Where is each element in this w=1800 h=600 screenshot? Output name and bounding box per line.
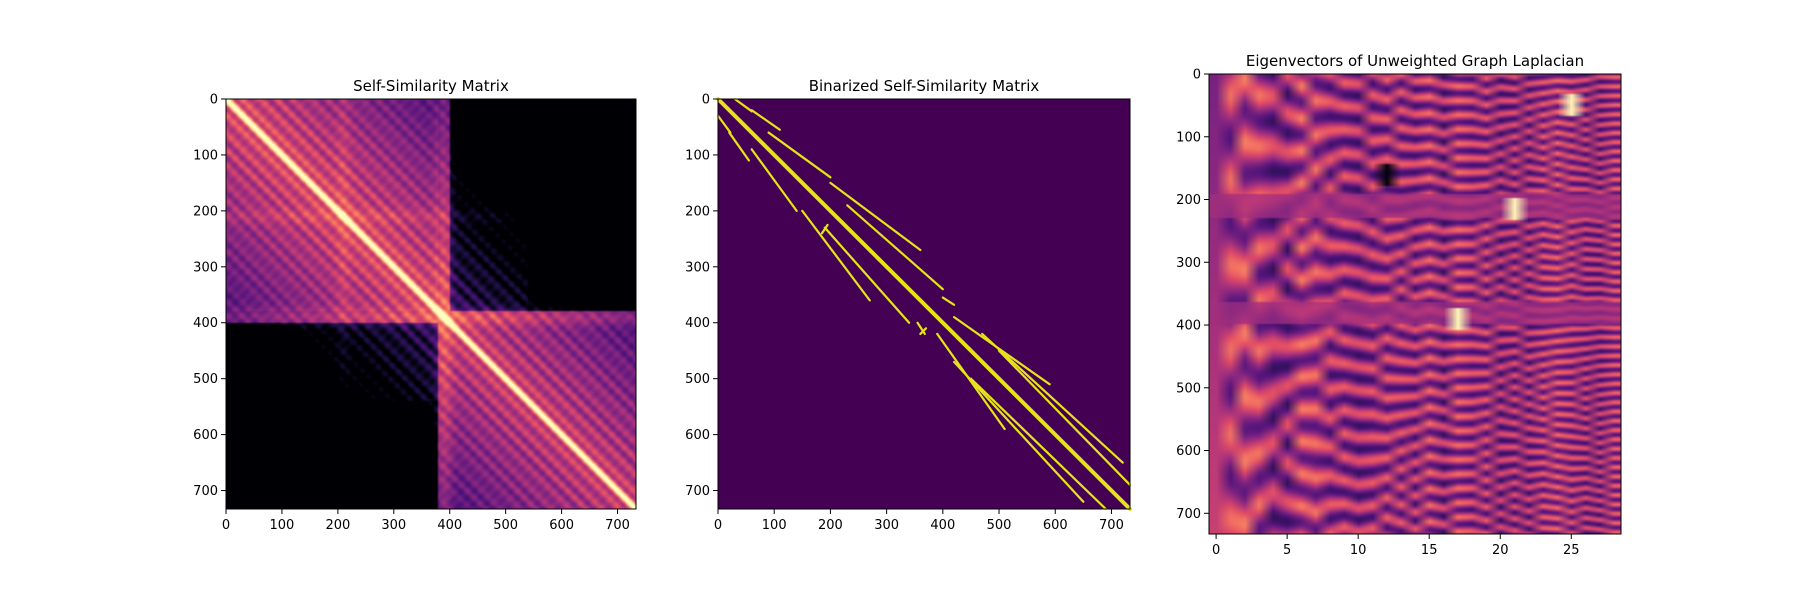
y-tick-label: 400: [1176, 319, 1201, 334]
x-tick-label: 10: [1350, 543, 1367, 558]
y-tick-label: 500: [193, 372, 218, 387]
x-tick-label: 300: [874, 518, 899, 533]
binarized-segment: [820, 223, 829, 235]
y-tick-label: 700: [1176, 507, 1201, 522]
eigenvectors-frame: [1208, 73, 1622, 535]
x-tick-label: 0: [222, 518, 230, 533]
x-tick-label: 600: [549, 518, 574, 533]
x-tick-label: 500: [987, 518, 1012, 533]
x-tick-label: 300: [381, 518, 406, 533]
y-tick-label: 200: [685, 204, 710, 219]
y-tick-label: 500: [1176, 381, 1201, 396]
x-tick-label: 100: [762, 518, 787, 533]
binarized-segment: [969, 377, 1107, 511]
binarized-segment: [801, 209, 871, 302]
binarized-segment: [829, 181, 922, 252]
x-tick-label: 200: [818, 518, 843, 533]
binarized-segment: [952, 360, 1085, 503]
binarized-segment: [823, 226, 911, 324]
y-tick-label: 200: [193, 204, 218, 219]
y-tick-label: 600: [685, 428, 710, 443]
x-tick-label: 100: [270, 518, 295, 533]
x-tick-label: 500: [493, 518, 518, 533]
x-tick-label: 600: [1043, 518, 1068, 533]
y-tick-label: 700: [193, 484, 218, 499]
eigenvectors-title: Eigenvectors of Unweighted Graph Laplaci…: [1246, 52, 1584, 70]
eigenvectors-y-axis: 0 100 200 300 400 500 600 700: [1176, 68, 1209, 522]
y-tick-label: 100: [685, 148, 710, 163]
y-tick-label: 400: [685, 316, 710, 331]
binarized-heatmap: [716, 97, 1132, 511]
x-tick-label: 700: [605, 518, 630, 533]
eigenvectors-heatmap: [1209, 74, 1621, 534]
self-similarity-panel: Self-Similarity Matrix 0 100 200 300 400 500 6…: [193, 77, 637, 533]
y-tick-label: 300: [685, 260, 710, 275]
binarized-segment: [997, 349, 1132, 487]
heatmap-image: [226, 99, 636, 509]
binarized-segment: [773, 179, 798, 212]
binarized-segment: [981, 332, 1124, 464]
self-similarity-y-axis: 0 100 200 300 400 500 600 700: [193, 93, 226, 499]
x-tick-label: 200: [325, 518, 350, 533]
y-tick-label: 300: [1176, 256, 1201, 271]
y-tick-label: 300: [193, 260, 218, 275]
binarized-segment: [750, 148, 776, 182]
self-similarity-x-axis: 0 100 200 300 400 500 600 700: [222, 509, 630, 533]
y-tick-label: 0: [702, 93, 710, 108]
y-tick-label: 0: [210, 93, 218, 108]
x-tick-label: 5: [1283, 543, 1291, 558]
y-tick-label: 0: [1193, 68, 1201, 83]
eigenvectors-panel: Eigenvectors of Unweighted Graph Laplaci…: [1176, 52, 1622, 558]
self-similarity-frame: [225, 98, 637, 510]
binarized-segment: [767, 131, 801, 157]
self-similarity-title: Self-Similarity Matrix: [353, 77, 509, 95]
self-similarity-heatmap: [226, 99, 636, 509]
x-tick-label: 15: [1421, 543, 1438, 558]
binarized-segment: [750, 109, 781, 131]
binarized-segment: [733, 97, 753, 113]
y-tick-label: 100: [193, 148, 218, 163]
x-tick-label: 400: [930, 518, 955, 533]
x-tick-label: 0: [1212, 543, 1220, 558]
y-tick-label: 700: [685, 484, 710, 499]
binarized-segment: [941, 296, 956, 306]
y-tick-label: 500: [685, 372, 710, 387]
x-tick-label: 700: [1099, 518, 1124, 533]
x-tick-label: 20: [1492, 543, 1509, 558]
binarized-main-diagonal: [716, 97, 1132, 511]
y-tick-label: 600: [1176, 444, 1201, 459]
binarized-segment: [716, 114, 732, 134]
binarized-panel: Binarized Self-Similarity Matrix 0 100 200…: [685, 77, 1132, 533]
heatmap-image: [1209, 74, 1621, 534]
y-tick-label: 600: [193, 428, 218, 443]
binarized-title: Binarized Self-Similarity Matrix: [809, 77, 1040, 95]
binarized-segment: [728, 131, 751, 162]
binarized-segment: [919, 327, 928, 336]
eigenvectors-x-axis: 0 5 10 15 20 25: [1212, 534, 1580, 558]
x-tick-label: 25: [1563, 543, 1580, 558]
x-tick-label: 400: [437, 518, 462, 533]
y-tick-label: 100: [1176, 130, 1201, 145]
binarized-y-axis: 0 100 200 300 400 500 600 700: [685, 93, 718, 499]
y-tick-label: 200: [1176, 193, 1201, 208]
y-tick-label: 400: [193, 316, 218, 331]
binarized-segment: [846, 204, 944, 291]
binarized-frame: [717, 98, 1131, 510]
binarized-x-axis: 0 100 200 300 400 500 600 700: [714, 509, 1124, 533]
binarized-segment: [798, 153, 832, 179]
x-tick-label: 0: [714, 518, 722, 533]
